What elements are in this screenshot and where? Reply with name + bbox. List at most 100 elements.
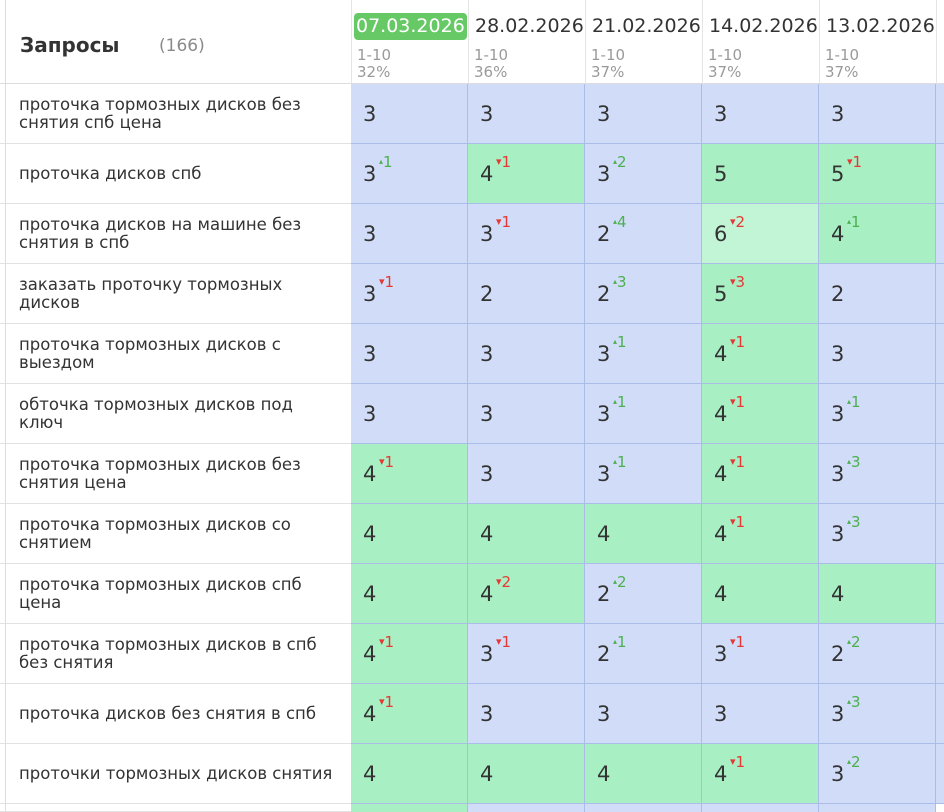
position-cell-partial[interactable]	[936, 264, 944, 324]
position-cell-partial[interactable]	[936, 564, 944, 624]
position-cell[interactable]: 3 ▾1	[702, 624, 819, 684]
position-cell[interactable]: 4	[585, 504, 702, 564]
query-cell[interactable]: проточка тормозных дисков спб цена	[0, 564, 351, 624]
position-cell-partial[interactable]	[936, 624, 944, 684]
query-cell[interactable]: проточка тормозных дисков без снятия цен…	[0, 444, 351, 504]
position-cell[interactable]: 4 ▾1	[702, 444, 819, 504]
position-cell[interactable]: 3	[351, 384, 468, 444]
position-cell[interactable]: 3 ▴1	[819, 384, 936, 444]
position-cell[interactable]: 3	[702, 684, 819, 744]
position-cell[interactable]: 5 ▾1	[819, 144, 936, 204]
queries-header[interactable]: Запросы (166)	[0, 0, 351, 84]
position-cell[interactable]: 4	[468, 744, 585, 804]
position-cell[interactable]: 3	[351, 324, 468, 384]
position-cell[interactable]: 6 ▾2	[702, 204, 819, 264]
date-column-header[interactable]: 21.02.2026 1-10 37%	[585, 0, 702, 84]
position-cell[interactable]: 3 ▴2	[819, 744, 936, 804]
query-cell[interactable]: проточка дисков на машине без снятия в с…	[0, 204, 351, 264]
position-cell[interactable]: 4 ▾1	[702, 744, 819, 804]
position-cell[interactable]: 3	[468, 384, 585, 444]
column-date[interactable]: 07.03.2026	[354, 13, 467, 40]
position-cell[interactable]: 4	[585, 744, 702, 804]
position-cell[interactable]: 4 ▾1	[351, 624, 468, 684]
position-cell-partial[interactable]	[936, 84, 944, 144]
column-date[interactable]: 28.02.2026	[475, 15, 584, 37]
position-cell-partial[interactable]	[936, 144, 944, 204]
date-column-header[interactable]: 0	[936, 0, 944, 84]
position-cell[interactable]: 3	[351, 84, 468, 144]
position-cell[interactable]: 3 ▴2	[585, 144, 702, 204]
column-date[interactable]: 14.02.2026	[709, 15, 818, 37]
position-cell[interactable]: 2 ▴1	[585, 624, 702, 684]
query-cell[interactable]: проточка дисков без снятия в спб	[0, 684, 351, 744]
position-cell[interactable]: 3 ▴1	[585, 444, 702, 504]
position-cell-partial[interactable]	[936, 324, 944, 384]
position-cell[interactable]: 2 ▴2	[585, 564, 702, 624]
position-cell[interactable]: 3	[585, 84, 702, 144]
position-cell[interactable]: 3	[468, 324, 585, 384]
position-cell-partial[interactable]	[936, 384, 944, 444]
position-cell[interactable]: 4	[819, 564, 936, 624]
date-column-header[interactable]: 07.03.2026 1-10 32%	[351, 0, 468, 84]
query-cell[interactable]: проточка тормозных дисков со снятием	[0, 504, 351, 564]
position-cell[interactable]: 3 ▴1	[351, 144, 468, 204]
position-cell[interactable]: 2	[468, 264, 585, 324]
position-cell[interactable]: 4 ▾1	[468, 144, 585, 204]
position-cell[interactable]: 3	[468, 684, 585, 744]
position-cell-partial[interactable]	[936, 204, 944, 264]
position-cell[interactable]: 3	[585, 684, 702, 744]
position-cell[interactable]	[585, 804, 702, 812]
column-date[interactable]: 13.02.2026	[826, 15, 935, 37]
position-cell[interactable]: 4 ▾1	[702, 324, 819, 384]
position-cell[interactable]: 3	[819, 84, 936, 144]
query-cell[interactable]: проточка тормозных дисков в спб без снят…	[0, 624, 351, 684]
position-cell[interactable]: 3 ▴3	[819, 444, 936, 504]
query-cell[interactable]: проточка дисков спб	[0, 144, 351, 204]
position-cell[interactable]: 3	[351, 204, 468, 264]
query-cell[interactable]: проточки тормозных дисков снятия	[0, 744, 351, 804]
position-cell[interactable]: 4	[702, 564, 819, 624]
position-cell[interactable]: 3 ▴3	[819, 684, 936, 744]
position-cell[interactable]	[351, 804, 468, 812]
position-cell[interactable]: 3	[819, 324, 936, 384]
date-column-header[interactable]: 28.02.2026 1-10 36%	[468, 0, 585, 84]
position-cell[interactable]: 5	[702, 144, 819, 204]
position-cell[interactable]: 3 ▴1	[585, 324, 702, 384]
position-cell[interactable]: 2 ▴4	[585, 204, 702, 264]
position-cell[interactable]: 2	[819, 264, 936, 324]
position-cell[interactable]: 4 ▾1	[351, 684, 468, 744]
position-cell[interactable]: 4 ▴1	[819, 204, 936, 264]
query-cell[interactable]: проточка тормозных дисков без снятия спб…	[0, 84, 351, 144]
position-cell[interactable]: 3 ▴3	[819, 504, 936, 564]
position-cell[interactable]: 4 ▾1	[351, 444, 468, 504]
position-cell[interactable]	[702, 804, 819, 812]
column-date[interactable]: 21.02.2026	[592, 15, 701, 37]
position-cell[interactable]	[468, 804, 585, 812]
position-cell[interactable]: 3	[468, 84, 585, 144]
query-cell[interactable]: обточка тормозных дисков под ключ	[0, 384, 351, 444]
position-cell-partial[interactable]	[936, 444, 944, 504]
position-cell-partial[interactable]	[936, 684, 944, 744]
position-cell-partial[interactable]	[936, 504, 944, 564]
position-cell[interactable]: 3 ▾1	[468, 624, 585, 684]
query-cell[interactable]: заказать проточку тормозных дисков	[0, 264, 351, 324]
position-cell[interactable]: 4	[351, 564, 468, 624]
position-cell[interactable]: 4 ▾1	[702, 384, 819, 444]
position-cell[interactable]: 3 ▴1	[585, 384, 702, 444]
position-cell[interactable]: 4 ▾2	[468, 564, 585, 624]
position-cell[interactable]: 2 ▴2	[819, 624, 936, 684]
position-cell-partial[interactable]	[936, 744, 944, 804]
position-cell[interactable]: 2 ▴3	[585, 264, 702, 324]
date-column-header[interactable]: 13.02.2026 1-10 37%	[819, 0, 936, 84]
position-cell[interactable]: 3 ▾1	[468, 204, 585, 264]
position-cell[interactable]	[819, 804, 936, 812]
position-cell[interactable]: 3	[468, 444, 585, 504]
position-cell[interactable]: 4 ▾1	[702, 504, 819, 564]
position-cell[interactable]: 3	[702, 84, 819, 144]
position-cell[interactable]: 3 ▾1	[351, 264, 468, 324]
position-cell[interactable]: 4	[468, 504, 585, 564]
query-cell[interactable]: проточка тормозных дисков с выездом	[0, 324, 351, 384]
position-cell[interactable]: 4	[351, 744, 468, 804]
position-cell[interactable]: 5 ▾3	[702, 264, 819, 324]
date-column-header[interactable]: 14.02.2026 1-10 37%	[702, 0, 819, 84]
